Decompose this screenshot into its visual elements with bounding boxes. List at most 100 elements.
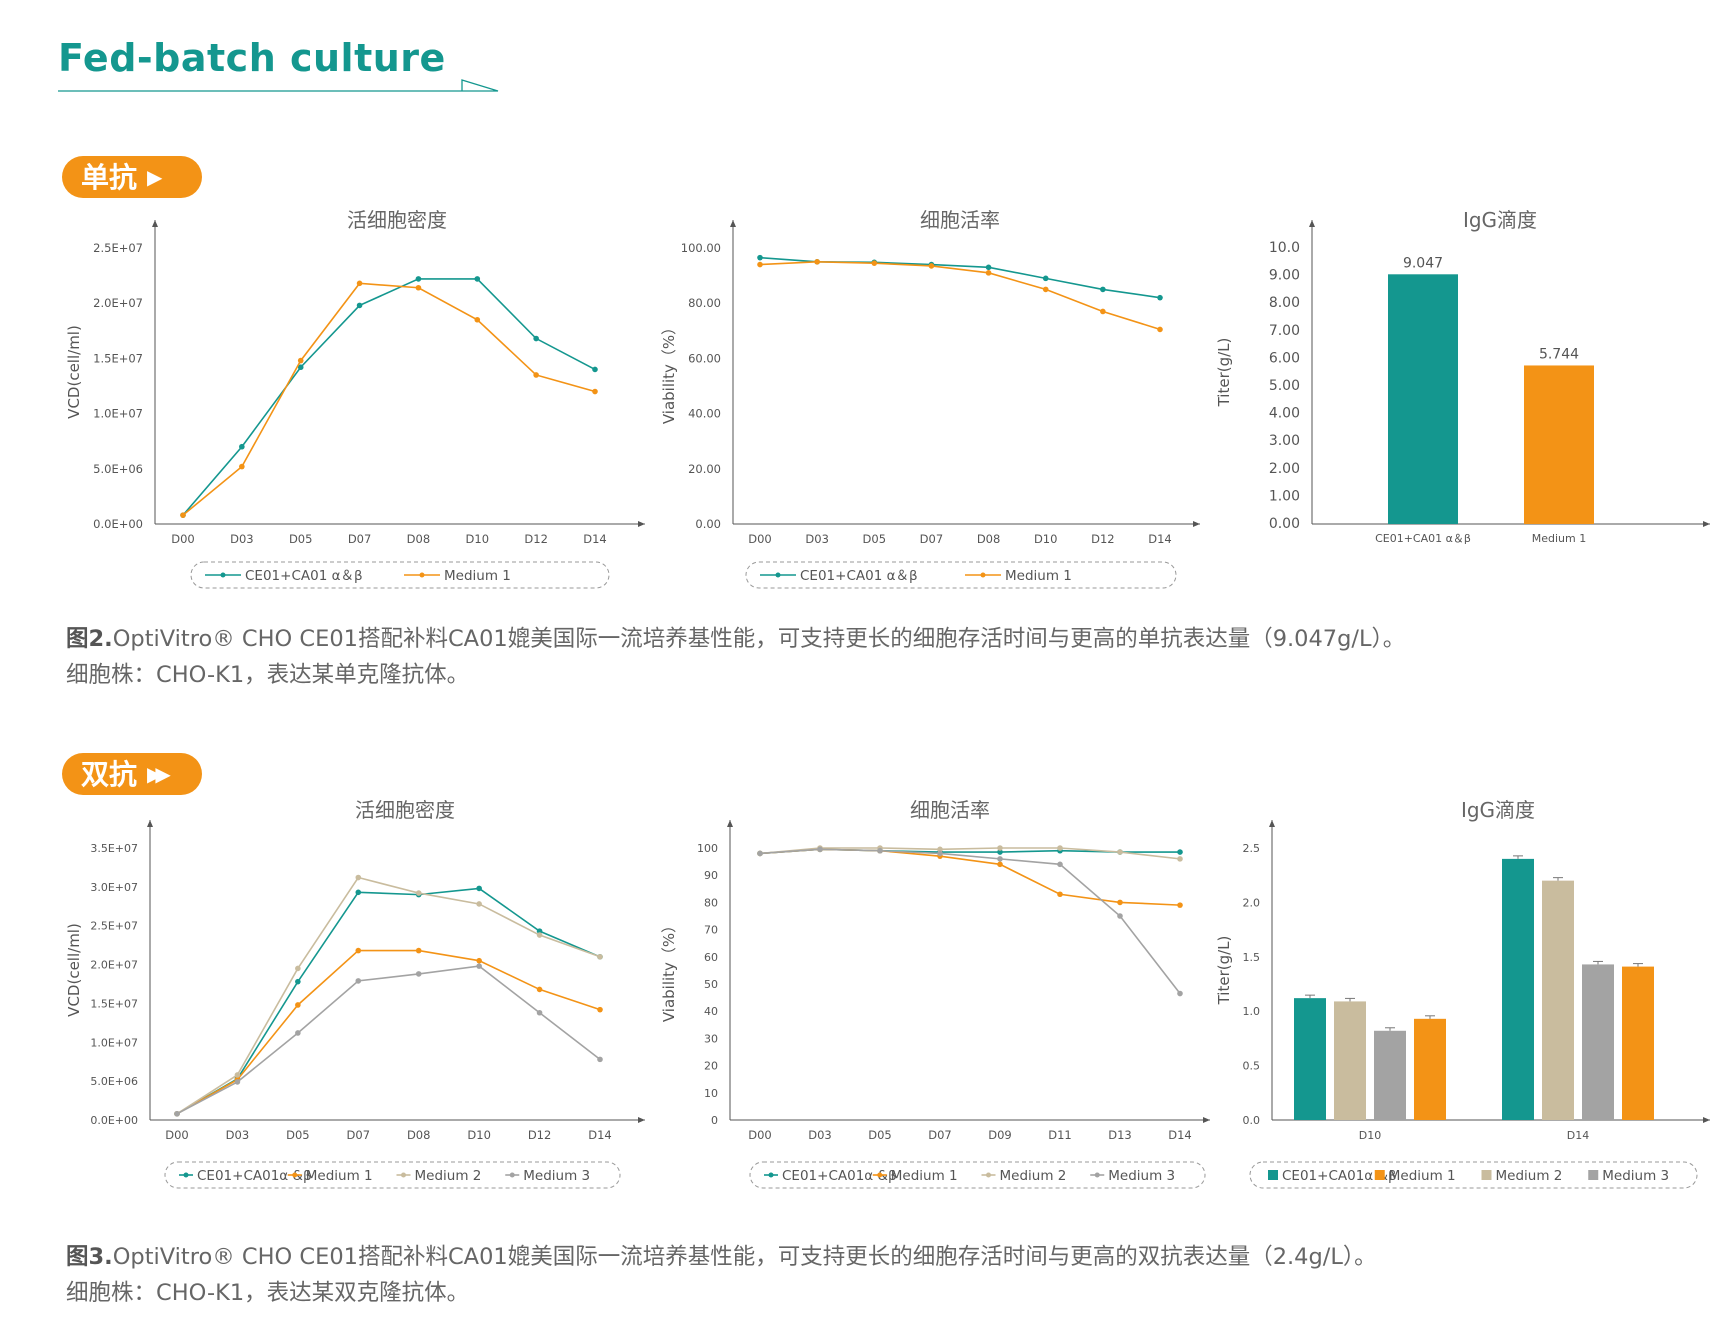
data-point [536,932,543,938]
y-tick-label: 60 [704,951,718,964]
y-axis-arrow-icon [1309,220,1315,227]
page-title: Fed-batch culture [58,36,446,80]
double-arrow-icon: ▶▶ [147,762,171,786]
legend-label: CE01+CA01 α＆β [245,568,363,584]
section-tag-mab: 单抗 ▶ [62,156,202,198]
legend-swatch [1374,1170,1385,1180]
x-tick-label: D07 [347,1128,371,1142]
chart-title: 活细胞密度 [355,798,455,822]
data-point [356,280,363,287]
series-line [759,848,1181,906]
y-tick-label: 2.5E+07 [93,241,143,255]
data-point [415,284,422,291]
data-point [533,372,539,378]
legend-marker [509,1172,515,1178]
legend-label: Medium 1 [444,568,511,584]
data-point [295,978,301,985]
section-tag-label: 双抗 [81,758,138,791]
x-axis-arrow-icon [638,1117,645,1123]
y-tick-label: 80 [704,896,718,909]
bar [1502,858,1534,1120]
data-point [355,874,362,881]
data-point [592,388,598,395]
x-tick-label: D07 [348,532,372,546]
x-tick-label: D12 [528,1128,552,1142]
data-point [415,276,422,282]
x-tick-label: D07 [920,532,944,546]
legend-label: Medium 3 [1108,1168,1175,1184]
chart-igg-titer-mab: IgG滴度 Titer(g/L) 0.00 1.00 2.00 3.00 4.00 5.00 6… [1215,208,1710,545]
x-tick-label: D08 [977,532,1001,546]
x-tick-label: CE01+CA01 α＆β [1375,532,1471,545]
caption-line2: 细胞株：CHO-K1，表达某单克隆抗体。 [66,662,470,688]
y-tick-label: 2.0E+07 [90,959,138,972]
data-point [355,978,362,984]
x-tick-label: D10 [1034,532,1058,546]
y-tick-label: 0 [711,1114,718,1127]
data-point [476,901,482,907]
x-axis-arrow-icon [1703,521,1710,527]
legend-marker [220,572,226,578]
y-tick-label: 1.0 [1243,1005,1261,1018]
legend-label: CE01+CA01α &β [197,1168,312,1184]
x-tick-label: D10 [1359,1129,1381,1142]
data-point [533,335,539,342]
data-point [1177,856,1183,862]
bar [1294,998,1326,1120]
x-tick-label: D05 [868,1128,892,1142]
y-axis-arrow-icon [730,220,736,227]
legend-label: Medium 3 [523,1168,590,1184]
chart-igg-titer-bsab: IgG滴度 Titer(g/L) 0.0 0.5 1.0 1.5 2.0 2.5 D10 D14 C… [1215,798,1710,1189]
chart-title: 细胞活率 [910,798,990,822]
chart-title: IgG滴度 [1461,798,1535,822]
legend-label: Medium 1 [306,1168,373,1184]
data-point [536,928,543,934]
y-tick-label: 0.0E+00 [93,517,143,531]
legend-swatch [1481,1170,1492,1180]
x-tick-label: D14 [1567,1129,1589,1142]
data-point [536,986,543,993]
y-tick-label: 9.00 [1269,268,1300,284]
data-point [476,957,482,964]
data-point [985,270,992,276]
y-tick-label: 4.00 [1269,406,1300,422]
data-label: 5.744 [1539,346,1579,362]
data-point [1057,891,1063,898]
chart-title: 活细胞密度 [347,208,447,232]
figure-caption-3: 图3.OptiVitro® CHO CE01搭配补料CA01媲美国际一流培养基性… [66,1239,1377,1311]
data-point [757,254,763,261]
data-point [1157,326,1163,333]
data-point [817,846,823,853]
y-tick-label: 60.00 [688,351,721,365]
x-axis-arrow-icon [638,521,645,527]
x-tick-label: D14 [1168,1128,1192,1142]
section-tag-label: 单抗 [81,161,138,194]
legend-box [745,561,1177,589]
x-tick-label: D12 [524,532,548,546]
data-point [1117,913,1123,919]
chart-vcd-mab: 活细胞密度 VCD(cell/ml) 0.0E+00 5.0E+06 1.0E+07 1.… [65,208,645,589]
legend-marker [980,572,986,578]
x-tick-label: D05 [863,532,887,546]
x-tick-label: D08 [407,532,431,546]
data-point [295,965,301,972]
x-tick-label: D14 [583,532,607,546]
data-point [757,261,763,268]
x-tick-label: D11 [1048,1128,1072,1142]
x-tick-label: D12 [1091,532,1115,546]
y-tick-label: 2.5E+07 [90,920,138,933]
data-point [1100,308,1106,315]
data-point [180,512,186,518]
x-tick-label: D03 [805,532,829,546]
bar [1542,880,1574,1120]
legend-box [1249,1161,1698,1189]
x-tick-label: D07 [928,1128,952,1142]
series-line [759,260,1161,331]
y-tick-label: 7.00 [1269,323,1300,339]
data-point [415,971,422,977]
y-tick-label: 1.0E+07 [93,407,143,421]
legend-marker [1094,1172,1100,1178]
y-tick-label: 20.00 [688,462,721,476]
data-point [1042,275,1049,282]
chart-viability-mab: 细胞活率 Viability（%） 0.00 20.00 40.00 60.00 80.00… [660,208,1200,589]
